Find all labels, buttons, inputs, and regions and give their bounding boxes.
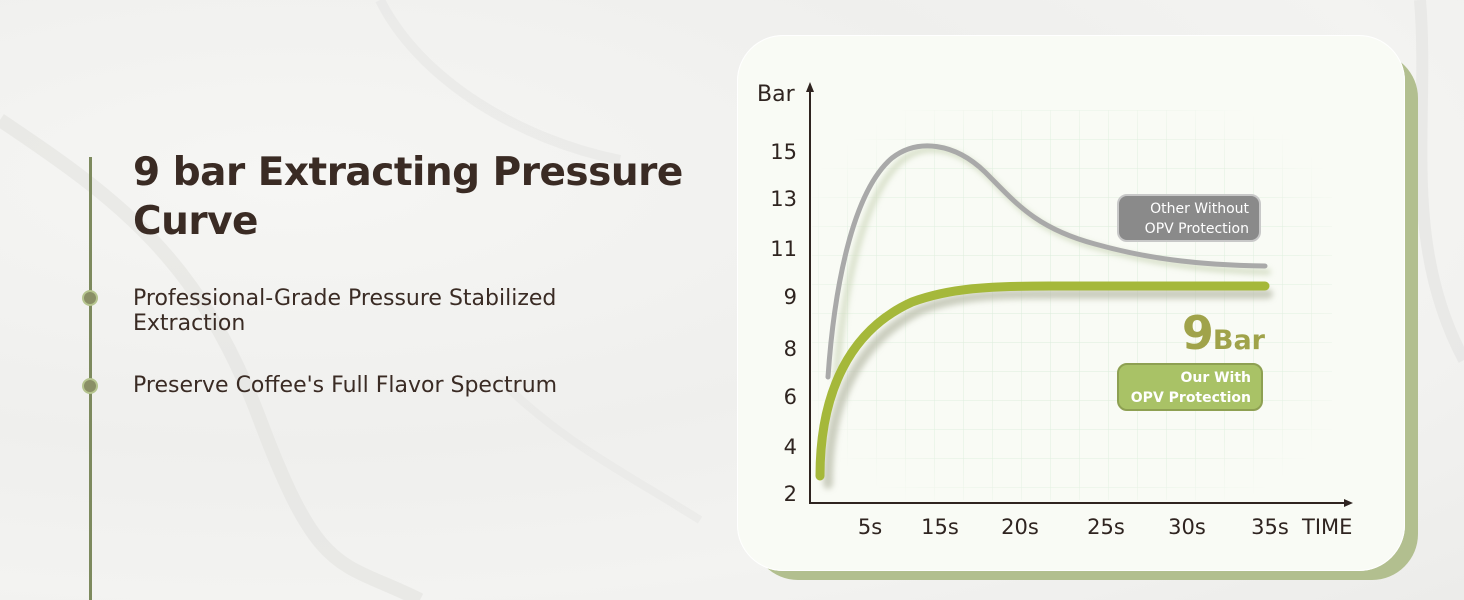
y-tick: 11	[770, 237, 797, 261]
y-tick: 13	[770, 187, 797, 211]
y-tick: 6	[783, 385, 797, 409]
timeline-dot	[84, 380, 96, 392]
x-tick: 5s	[857, 515, 883, 539]
timeline-line	[89, 157, 92, 600]
y-axis-label: Bar	[757, 82, 795, 107]
x-tick: 15s	[921, 515, 959, 539]
y-axis	[806, 82, 814, 504]
x-axis	[809, 499, 1353, 507]
series-other-curve	[825, 143, 1268, 380]
legend-other-line2: OPV Protection	[1144, 221, 1249, 237]
x-tick: 20s	[1001, 515, 1039, 539]
x-tick: 30s	[1168, 515, 1206, 539]
y-tick: 15	[770, 140, 797, 164]
arrow-up-icon	[806, 82, 814, 92]
feature-item: Professional-Grade Pressure Stabilized E…	[133, 286, 557, 336]
feature-item: Preserve Coffee's Full Flavor Spectrum	[133, 373, 558, 398]
y-tick: 4	[783, 435, 797, 459]
nine-bar-number: 9	[1181, 306, 1214, 360]
nine-bar-highlight: 9Bar	[1150, 306, 1265, 360]
timeline-dot	[84, 292, 96, 304]
x-axis-label: TIME	[1302, 515, 1353, 539]
legend-ours-line1: Our With	[1180, 370, 1251, 386]
arrow-right-icon	[1344, 499, 1353, 507]
legend-other-without-opv: Other Without OPV Protection	[1117, 194, 1261, 242]
x-tick: 35s	[1251, 515, 1289, 539]
nine-bar-unit: Bar	[1212, 325, 1265, 356]
y-tick: 8	[783, 337, 797, 361]
legend-ours-with-opv: Our With OPV Protection	[1117, 363, 1263, 411]
series-ours-curve	[815, 281, 1270, 481]
legend-other-line1: Other Without	[1150, 201, 1249, 217]
y-tick: 9	[783, 285, 797, 309]
x-tick: 25s	[1087, 515, 1125, 539]
y-tick: 2	[783, 482, 797, 506]
legend-ours-line2: OPV Protection	[1130, 390, 1251, 406]
page-title: 9 bar Extracting Pressure Curve	[133, 150, 683, 244]
